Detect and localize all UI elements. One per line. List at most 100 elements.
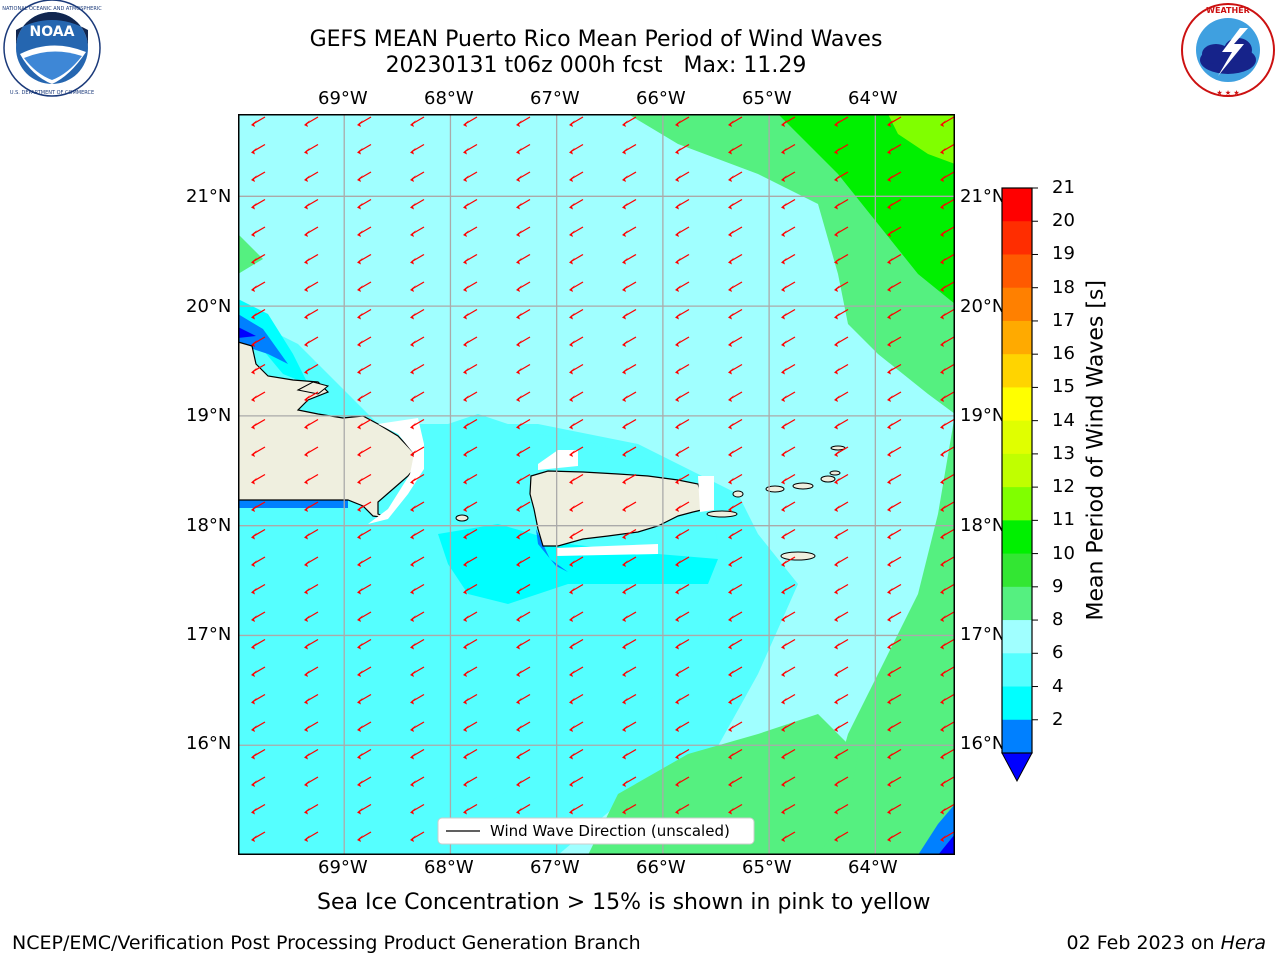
wave-direction-arrowhead — [357, 560, 363, 567]
svg-text:NATIONAL OCEANIC AND ATMOSPHER: NATIONAL OCEANIC AND ATMOSPHERIC — [2, 6, 102, 12]
wave-direction-arrow — [888, 281, 902, 290]
wave-direction-arrow — [305, 116, 319, 125]
wave-direction-arrow — [729, 253, 743, 263]
wave-direction-arrowhead — [781, 147, 787, 155]
svg-text:U.S. DEPARTMENT OF COMMERCE: U.S. DEPARTMENT OF COMMERCE — [10, 90, 94, 96]
wave-direction-arrow — [782, 171, 796, 180]
wave-direction-arrowhead — [622, 312, 628, 320]
wave-direction-arrowhead — [410, 450, 416, 457]
wave-direction-arrow — [623, 776, 637, 785]
wave-direction-arrowhead — [516, 532, 522, 540]
wave-direction-arrowhead — [569, 340, 575, 347]
wave-direction-arrow — [676, 363, 690, 373]
wave-direction-arrow — [729, 721, 743, 730]
wave-direction-arrow — [464, 171, 478, 180]
wave-direction-arrow — [729, 583, 743, 593]
wave-direction-arrow — [782, 638, 796, 648]
wave-direction-arrowhead — [569, 752, 575, 760]
wave-direction-arrow — [941, 171, 955, 180]
wave-direction-arrow — [941, 666, 955, 675]
wave-direction-arrow — [517, 418, 531, 428]
wave-direction-arrow — [305, 831, 319, 840]
wave-direction-arrowhead — [516, 505, 522, 512]
wave-direction-arrowhead — [834, 670, 840, 677]
colorbar-ticks: 21 20 19 18 17 16 15 14 13 12 11 10 9 8 6 4 2 — [1050, 0, 1090, 960]
wave-direction-arrowhead — [410, 615, 416, 622]
wave-direction-arrowhead — [357, 120, 363, 127]
wave-direction-arrow — [782, 226, 796, 235]
wave-direction-arrow — [517, 721, 531, 730]
wave-direction-arrowhead — [516, 587, 522, 595]
field-8-9 — [238, 114, 955, 855]
wave-direction-arrow — [941, 418, 955, 428]
wave-direction-arrow — [676, 721, 690, 730]
colorbar-segment — [1002, 287, 1032, 322]
wave-direction-arrowhead — [569, 367, 575, 375]
wave-direction-arrow — [835, 638, 849, 648]
wave-direction-arrowhead — [940, 752, 946, 760]
wave-direction-arrow — [729, 528, 743, 538]
wave-direction-arrow — [411, 528, 425, 538]
wave-direction-arrowhead — [622, 725, 628, 732]
wave-direction-arrowhead — [357, 532, 363, 540]
wave-direction-arrow — [358, 556, 372, 565]
wave-direction-arrow — [464, 226, 478, 235]
lon-label: 69°W — [318, 857, 368, 878]
wave-direction-arrow — [305, 253, 319, 263]
wave-direction-arrow — [358, 198, 372, 208]
wave-direction-arrowhead — [463, 587, 469, 595]
field-se-corner — [918, 804, 955, 855]
wave-direction-arrow — [835, 583, 849, 593]
land-st-thomas — [765, 485, 785, 493]
wave-direction-arrow — [464, 473, 478, 483]
wave-direction-arrowhead — [569, 725, 575, 732]
wave-direction-arrow — [888, 528, 902, 538]
wave-direction-arrowhead — [887, 202, 893, 210]
wave-direction-arrow — [676, 171, 690, 180]
wave-direction-arrowhead — [887, 587, 893, 595]
wave-direction-arrowhead — [834, 697, 840, 705]
wave-direction-arrowhead — [410, 147, 416, 155]
wave-direction-arrowhead — [728, 285, 734, 292]
wave-direction-arrow — [623, 171, 637, 180]
wave-direction-arrowhead — [410, 807, 416, 815]
wave-direction-arrowhead — [622, 505, 628, 512]
wave-direction-arrowhead — [728, 780, 734, 787]
wave-direction-arrowhead — [569, 807, 575, 815]
wave-direction-arrow — [888, 473, 902, 483]
wave-direction-arrowhead — [410, 752, 416, 760]
wave-direction-arrow — [517, 611, 531, 620]
field-coast-hisp-a — [238, 299, 308, 384]
wave-direction-arrowhead — [728, 450, 734, 457]
wave-direction-arrow — [570, 501, 584, 510]
wave-direction-arrowhead — [675, 340, 681, 347]
wave-direction-arrow — [835, 281, 849, 290]
wave-direction-arrowhead — [940, 147, 946, 155]
wave-direction-arrowhead — [728, 312, 734, 320]
wave-direction-arrow — [517, 501, 531, 510]
wave-direction-arrow — [570, 666, 584, 675]
wave-direction-arrowhead — [834, 505, 840, 512]
field-11-12 — [888, 114, 955, 164]
wave-direction-arrowhead — [728, 752, 734, 760]
wave-direction-arrow — [252, 226, 266, 235]
wave-direction-arrow — [517, 776, 531, 785]
wave-direction-arrowhead — [410, 725, 416, 732]
wave-direction-arrowhead — [940, 422, 946, 430]
colorbar-tick-label: 19 — [1052, 243, 1075, 265]
wave-direction-arrowhead — [516, 560, 522, 567]
wave-direction-arrow — [411, 748, 425, 758]
colorbar-segment — [1002, 387, 1032, 422]
field-se-corner-b — [938, 834, 955, 855]
wave-direction-arrow — [358, 638, 372, 648]
wave-direction-arrow — [835, 308, 849, 318]
wave-direction-arrowhead — [251, 340, 257, 347]
wave-direction-arrowhead — [887, 285, 893, 292]
wave-direction-arrowhead — [940, 560, 946, 567]
wave-direction-arrow — [835, 776, 849, 785]
lon-label: 69°W — [318, 88, 368, 109]
wave-direction-arrow — [517, 391, 531, 400]
wave-direction-arrow — [252, 831, 266, 840]
wave-direction-arrowhead — [251, 697, 257, 705]
wave-direction-arrow — [835, 363, 849, 373]
